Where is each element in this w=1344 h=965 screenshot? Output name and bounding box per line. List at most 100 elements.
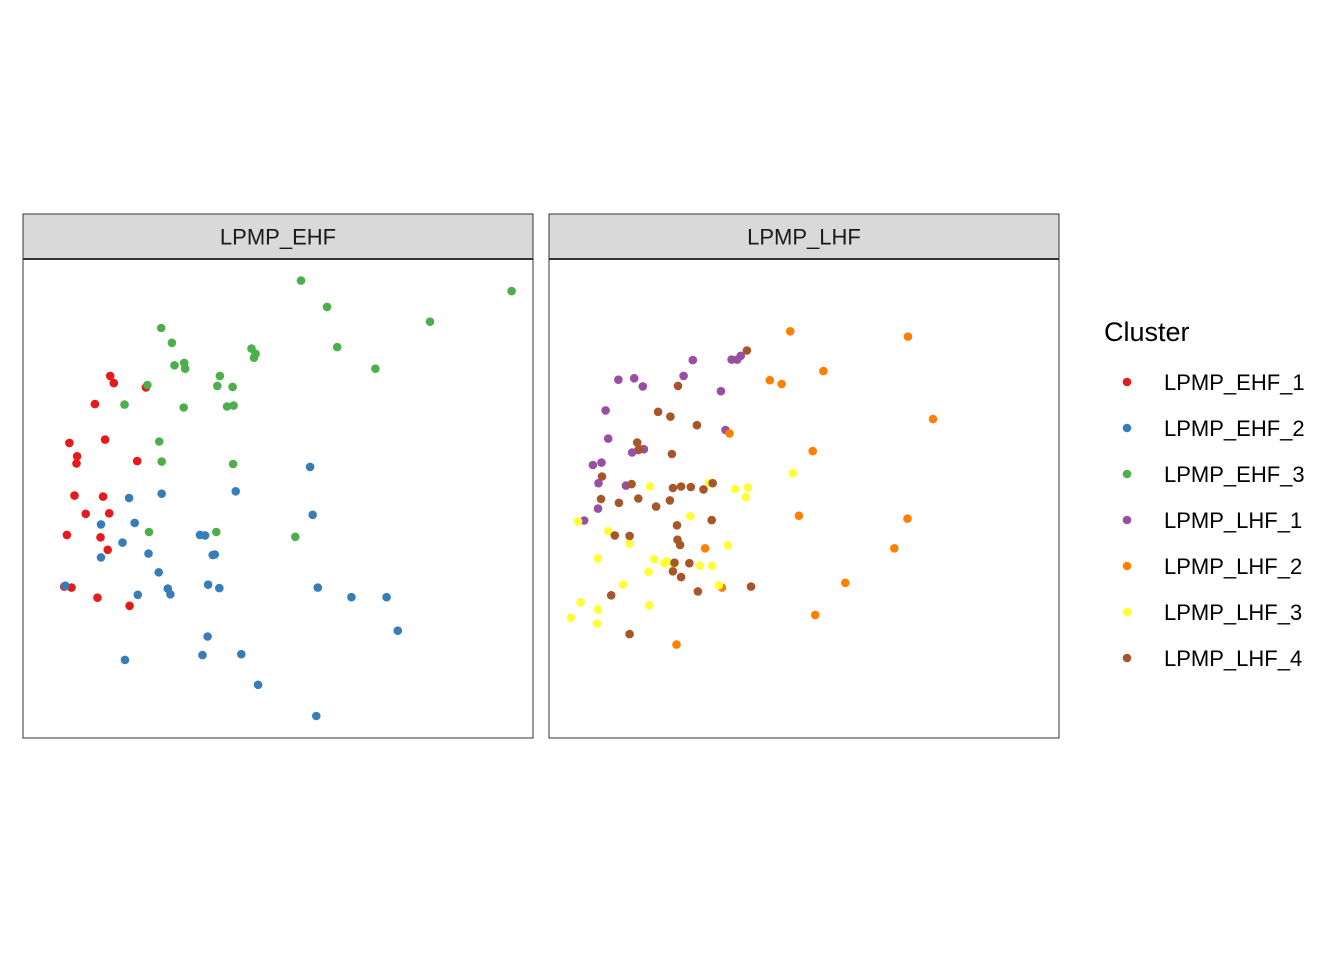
point-lpmp-ehf-3 xyxy=(213,381,222,391)
facet-strip-label: LPMP_LHF xyxy=(747,225,861,250)
point-lpmp-lhf-4 xyxy=(606,591,616,600)
point-lpmp-lhf-4 xyxy=(635,444,645,454)
legend-marker xyxy=(1122,469,1132,479)
plot-area xyxy=(548,258,1060,739)
point-lpmp-lhf-2 xyxy=(808,446,817,456)
point-lpmp-lhf-3 xyxy=(645,482,655,491)
point-lpmp-ehf-1 xyxy=(90,399,100,409)
point-lpmp-lhf-1 xyxy=(614,375,623,385)
point-lpmp-lhf-1 xyxy=(716,386,726,396)
point-lpmp-ehf-3 xyxy=(154,437,164,446)
point-lpmp-ehf-3 xyxy=(120,400,129,409)
point-lpmp-lhf-3 xyxy=(625,539,634,548)
point-lpmp-ehf-1 xyxy=(98,492,108,501)
point-lpmp-ehf-2 xyxy=(118,538,127,547)
point-lpmp-ehf-3 xyxy=(215,371,225,381)
point-lpmp-lhf-3 xyxy=(714,580,724,590)
point-lpmp-ehf-1 xyxy=(96,533,105,542)
point-lpmp-lhf-4 xyxy=(746,582,756,591)
point-lpmp-ehf-3 xyxy=(296,276,306,285)
point-lpmp-lhf-4 xyxy=(673,381,683,391)
point-lpmp-lhf-4 xyxy=(742,346,752,355)
point-lpmp-lhf-1 xyxy=(594,478,603,488)
point-lpmp-lhf-4 xyxy=(668,567,678,576)
point-lpmp-ehf-1 xyxy=(93,593,102,602)
point-lpmp-ehf-2 xyxy=(203,632,212,641)
point-lpmp-lhf-4 xyxy=(699,485,708,494)
point-lpmp-ehf-3 xyxy=(332,342,342,352)
point-lpmp-lhf-4 xyxy=(686,482,696,492)
point-lpmp-ehf-3 xyxy=(507,286,516,296)
point-lpmp-ehf-1 xyxy=(72,459,81,468)
point-lpmp-lhf-4 xyxy=(651,502,661,511)
point-lpmp-ehf-3 xyxy=(249,353,259,363)
point-lpmp-lhf-4 xyxy=(685,558,694,568)
point-lpmp-lhf-2 xyxy=(903,514,912,523)
point-lpmp-lhf-3 xyxy=(686,511,695,521)
point-lpmp-ehf-1 xyxy=(103,545,112,555)
point-lpmp-lhf-4 xyxy=(692,420,702,430)
point-lpmp-lhf-4 xyxy=(676,482,686,491)
point-lpmp-ehf-3 xyxy=(143,380,152,390)
plot-area xyxy=(22,258,534,739)
point-lpmp-lhf-4 xyxy=(627,479,636,489)
point-lpmp-lhf-1 xyxy=(588,460,598,470)
point-lpmp-lhf-3 xyxy=(593,554,603,563)
point-lpmp-lhf-2 xyxy=(819,366,828,376)
point-lpmp-lhf-2 xyxy=(777,379,786,389)
point-lpmp-ehf-3 xyxy=(157,457,166,466)
point-lpmp-ehf-3 xyxy=(228,382,237,392)
point-lpmp-lhf-3 xyxy=(723,541,733,550)
point-lpmp-ehf-1 xyxy=(62,530,72,540)
legend-title: Cluster xyxy=(1104,317,1190,347)
point-lpmp-lhf-2 xyxy=(672,640,681,649)
point-lpmp-lhf-1 xyxy=(679,371,688,381)
point-lpmp-ehf-1 xyxy=(72,452,82,461)
point-lpmp-lhf-3 xyxy=(644,567,653,577)
point-lpmp-ehf-2 xyxy=(215,583,224,593)
point-lpmp-lhf-3 xyxy=(573,517,583,526)
point-lpmp-lhf-4 xyxy=(666,412,675,421)
point-lpmp-lhf-4 xyxy=(632,438,642,447)
point-lpmp-ehf-2 xyxy=(382,592,391,602)
point-lpmp-ehf-2 xyxy=(96,553,106,562)
point-lpmp-lhf-2 xyxy=(700,544,710,553)
point-lpmp-lhf-4 xyxy=(625,531,634,541)
point-lpmp-ehf-2 xyxy=(313,583,323,592)
panels-layer: LPMP_EHF LPMP_LHF xyxy=(22,213,1060,739)
legend-label: LPMP_LHF_4 xyxy=(1164,646,1302,671)
legend-label: LPMP_EHF_2 xyxy=(1164,416,1305,441)
legend-item-lpmp-ehf-3: LPMP_EHF_3 xyxy=(1122,462,1305,487)
legend-label: LPMP_LHF_1 xyxy=(1164,508,1302,533)
point-lpmp-lhf-3 xyxy=(592,619,602,628)
point-lpmp-lhf-4 xyxy=(653,407,663,417)
point-lpmp-ehf-3 xyxy=(212,527,221,537)
point-lpmp-lhf-3 xyxy=(788,468,798,478)
legend-item-lpmp-lhf-2: LPMP_LHF_2 xyxy=(1122,554,1302,579)
point-lpmp-ehf-2 xyxy=(253,680,263,690)
point-lpmp-lhf-4 xyxy=(614,498,624,508)
point-lpmp-lhf-2 xyxy=(841,578,850,588)
point-lpmp-lhf-1 xyxy=(601,406,610,415)
point-lpmp-ehf-3 xyxy=(371,364,380,374)
point-lpmp-lhf-2 xyxy=(903,332,913,341)
point-lpmp-ehf-3 xyxy=(179,403,188,412)
point-lpmp-lhf-4 xyxy=(668,483,678,493)
facet-strip xyxy=(548,213,1060,260)
legend-item-lpmp-ehf-2: LPMP_EHF_2 xyxy=(1122,416,1305,441)
legend-items: LPMP_EHF_1 LPMP_EHF_2 LPMP_EHF_3 LPMP_LHF_1… xyxy=(1122,370,1305,671)
point-lpmp-lhf-3 xyxy=(566,613,576,623)
legend-item-lpmp-ehf-1: LPMP_EHF_1 xyxy=(1122,370,1305,395)
legend-label: LPMP_EHF_3 xyxy=(1164,462,1305,487)
point-lpmp-lhf-3 xyxy=(743,483,753,492)
point-lpmp-lhf-4 xyxy=(676,572,686,582)
point-lpmp-ehf-3 xyxy=(144,527,154,537)
point-lpmp-lhf-3 xyxy=(695,561,705,570)
point-lpmp-lhf-1 xyxy=(688,355,698,365)
point-lpmp-ehf-2 xyxy=(166,590,175,599)
point-lpmp-ehf-1 xyxy=(100,435,110,444)
point-lpmp-lhf-4 xyxy=(708,478,717,488)
facet-panel-lpmp-ehf: LPMP_EHF xyxy=(22,213,534,739)
point-lpmp-lhf-2 xyxy=(810,610,820,620)
